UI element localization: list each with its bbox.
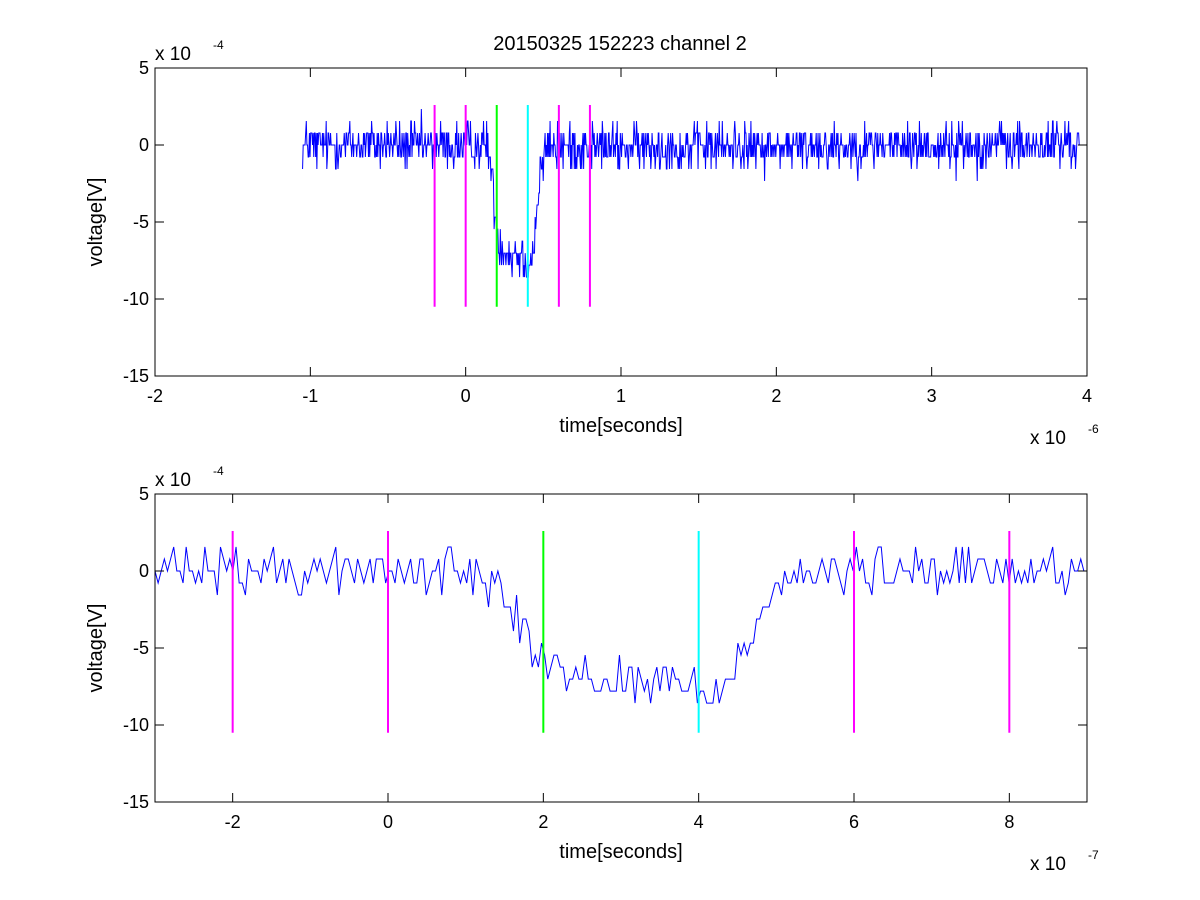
- y-tick-label: 5: [139, 484, 149, 504]
- x-tick-label: 0: [461, 386, 471, 406]
- y-axis-label: voltage[V]: [85, 178, 107, 267]
- y-exponent-power: -4: [213, 38, 224, 52]
- top-panel: -2 -1 0 1 2 3 4-15-10-505time[seconds]voltage[…: [85, 38, 1099, 449]
- x-exponent-base: x 10: [1030, 428, 1066, 449]
- y-tick-label: -5: [133, 638, 149, 658]
- x-tick-label: 2: [538, 812, 548, 832]
- y-exponent-base: x 10: [155, 470, 191, 491]
- y-tick-label: 0: [139, 561, 149, 581]
- figure-title: 20150325 152223 channel 2: [493, 33, 747, 55]
- y-exponent-base: x 10: [155, 44, 191, 65]
- x-tick-label: 1: [616, 386, 626, 406]
- x-tick-label: 8: [1004, 812, 1014, 832]
- y-tick-label: -15: [123, 366, 149, 386]
- x-axis-label: time[seconds]: [559, 841, 682, 863]
- signal-trace: [302, 108, 1080, 278]
- axes-frame: [154, 493, 1088, 803]
- x-tick-label: 3: [927, 386, 937, 406]
- signal-trace: [154, 546, 1087, 704]
- x-exponent-power: -6: [1088, 422, 1099, 436]
- x-tick-label: 4: [694, 812, 704, 832]
- x-axis-label: time[seconds]: [559, 415, 682, 437]
- axes-frame: [154, 67, 1088, 377]
- x-tick-label: 4: [1082, 386, 1092, 406]
- x-tick-label: -2: [147, 386, 163, 406]
- x-tick-label: -2: [225, 812, 241, 832]
- x-tick-label: -1: [302, 386, 318, 406]
- y-tick-label: -5: [133, 212, 149, 232]
- y-exponent-power: -4: [213, 464, 224, 478]
- y-axis-label: voltage[V]: [85, 604, 107, 693]
- y-tick-label: 0: [139, 135, 149, 155]
- x-tick-label: 6: [849, 812, 859, 832]
- y-tick-label: -15: [123, 792, 149, 812]
- y-tick-label: -10: [123, 715, 149, 735]
- y-tick-label: 5: [139, 58, 149, 78]
- x-exponent-power: -7: [1088, 848, 1099, 862]
- y-tick-label: -10: [123, 289, 149, 309]
- x-tick-label: 0: [383, 812, 393, 832]
- x-exponent-base: x 10: [1030, 854, 1066, 875]
- x-tick-label: 2: [771, 386, 781, 406]
- bottom-panel: -2 0 2 4 6 8 -15 -10 -5 0 5 time[seconds] voltage[V]…: [85, 464, 1099, 875]
